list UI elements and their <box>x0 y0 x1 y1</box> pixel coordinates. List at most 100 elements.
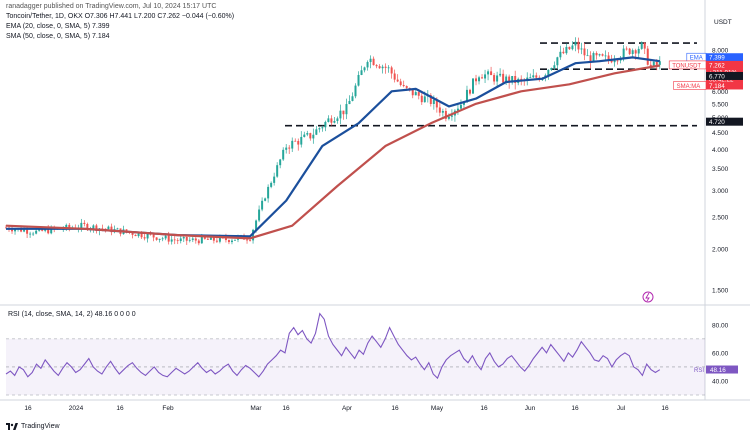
candle-body-2024-05-01 <box>447 116 450 119</box>
axis-tag-value-6: 4.720 <box>709 119 725 126</box>
candle-body-2024-06-25 <box>613 60 616 63</box>
time-tick-label-11: 16 <box>571 405 579 412</box>
candle-body-2024-03-04 <box>273 176 276 183</box>
chart-header: ranadagger published on TradingView.com,… <box>6 2 234 42</box>
price-tick-label-3: 5.500 <box>712 101 729 108</box>
candle-body-2023-12-14 <box>29 233 32 235</box>
price-tick-label-0: 8.000 <box>712 48 729 55</box>
candle-body-2024-03-07 <box>282 149 285 160</box>
rsi-line <box>5 312 661 380</box>
candle-body-2024-03-01 <box>264 198 267 201</box>
candle-body-2024-06-03 <box>547 69 550 76</box>
time-tick-label-12: Jul <box>617 405 626 412</box>
candle-body-2023-12-26 <box>65 224 68 230</box>
time-tick-label-1: 2024 <box>69 405 84 412</box>
candle-body-2024-02-26 <box>252 229 255 241</box>
time-tick-label-13: 16 <box>661 405 669 412</box>
candle-body-2024-05-08 <box>468 89 471 94</box>
candle-body-2023-12-13 <box>26 229 29 234</box>
candle-body-2024-05-11 <box>478 77 481 82</box>
candle-body-2024-05-05 <box>459 104 462 109</box>
candle-body-2024-03-27 <box>342 110 345 115</box>
alert-lightning-glyph <box>645 292 650 302</box>
candle-body-2024-05-16 <box>493 75 496 82</box>
ema-20-line <box>6 56 660 238</box>
rsi-last-value: 48.16 <box>710 367 726 374</box>
candle-body-2024-07-09 <box>655 61 658 65</box>
candle-body-2024-01-28 <box>164 235 167 239</box>
candle-body-2024-03-11 <box>294 140 297 142</box>
candle-body-2024-04-28 <box>438 107 441 113</box>
candle-body-2024-04-03 <box>363 67 366 71</box>
price-tick-label-7: 3.500 <box>712 166 729 173</box>
candle-body-2024-04-10 <box>384 66 387 68</box>
candle-body-2024-01-17 <box>131 232 134 235</box>
candle-body-2024-06-21 <box>601 54 604 56</box>
candle-body-2023-12-27 <box>68 224 71 228</box>
candle-body-2024-07-08 <box>652 61 655 67</box>
axis-tag-name-text-0: EMA <box>690 56 703 62</box>
candle-body-2024-04-06 <box>372 58 375 66</box>
candle-body-2024-06-28 <box>622 48 625 58</box>
candle-body-2023-12-15 <box>32 233 35 235</box>
candle-body-2024-02-12 <box>209 236 212 240</box>
candle-body-2024-07-10 <box>658 61 661 65</box>
price-tick-label-10: 2.000 <box>712 246 729 253</box>
candle-body-2024-06-19 <box>595 53 598 56</box>
candle-body-2024-02-03 <box>182 237 185 239</box>
candle-body-2024-03-06 <box>279 159 282 166</box>
candle-body-2024-04-27 <box>435 99 438 108</box>
candle-body-2024-05-22 <box>511 75 514 83</box>
candle-body-2024-02-28 <box>258 209 261 221</box>
rsi-last-name: RSI <box>694 368 704 374</box>
candle-body-2024-03-28 <box>345 104 348 115</box>
candle-body-2024-04-29 <box>441 110 444 113</box>
candle-body-2024-02-24 <box>246 239 249 241</box>
price-tick-label-5: 4.500 <box>712 130 729 137</box>
candle-body-2024-06-05 <box>553 65 556 68</box>
candle-body-2024-03-05 <box>276 165 279 177</box>
axis-tag-box-5 <box>706 71 743 80</box>
candle-body-2024-03-21 <box>324 121 327 128</box>
candle-body-2024-03-03 <box>270 182 273 187</box>
candle-body-2024-04-13 <box>393 73 396 80</box>
rsi-last-box <box>706 365 738 374</box>
candle-body-2024-01-27 <box>161 238 164 240</box>
time-tick-label-7: 16 <box>391 405 399 412</box>
candle-body-2024-06-04 <box>550 67 553 70</box>
candle-body-2023-12-16 <box>35 230 38 234</box>
candle-body-2024-01-25 <box>155 237 158 240</box>
candle-body-2024-07-01 <box>631 50 634 54</box>
candle-body-2024-06-18 <box>592 53 595 62</box>
candle-body-2024-07-03 <box>637 48 640 54</box>
candle-body-2024-05-19 <box>502 73 505 83</box>
candle-body-2024-07-06 <box>646 48 649 65</box>
symbol-line: Toncoin/Tether, 1D, OKX O7.306 H7.441 L7… <box>6 13 235 20</box>
rsi-tick-label-2: 40.00 <box>712 378 729 385</box>
candle-body-2024-02-25 <box>249 239 252 241</box>
candle-body-2024-05-10 <box>475 78 478 82</box>
candle-body-2024-04-20 <box>414 92 417 96</box>
candle-body-2024-05-09 <box>472 78 475 94</box>
candles-group <box>5 37 661 246</box>
candle-body-2024-01-22 <box>146 233 149 239</box>
candle-body-2024-03-25 <box>336 118 339 121</box>
candle-body-2024-04-22 <box>420 95 423 103</box>
candle-body-2024-04-02 <box>360 70 363 75</box>
candle-body-2023-12-20 <box>47 228 50 234</box>
candle-body-2024-07-07 <box>649 64 652 67</box>
price-tick-label-11: 1.500 <box>712 288 729 295</box>
candle-body-2024-03-13 <box>300 136 303 145</box>
candle-body-2024-04-08 <box>378 66 381 69</box>
candle-body-2024-01-21 <box>143 237 146 239</box>
candle-body-2023-12-12 <box>23 229 26 232</box>
candle-body-2024-06-26 <box>616 60 619 62</box>
candle-body-2024-05-13 <box>484 74 487 79</box>
candle-body-2024-03-30 <box>351 96 354 101</box>
candle-body-2023-12-08 <box>11 229 14 232</box>
candle-body-2024-04-23 <box>423 96 426 103</box>
candle-body-2024-03-10 <box>291 140 294 149</box>
candle-body-2024-02-04 <box>185 237 188 241</box>
candle-body-2024-05-17 <box>496 75 499 82</box>
